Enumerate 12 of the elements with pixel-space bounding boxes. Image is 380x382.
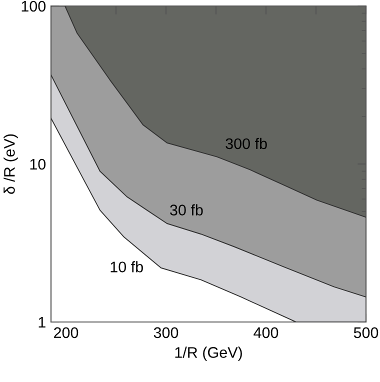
x-axis-title: 1/R (GeV): [175, 346, 242, 361]
y-tick-label: 100: [22, 0, 46, 12]
series-label: 300 fb: [226, 138, 267, 150]
x-tick-label: 400: [254, 327, 278, 338]
y-tick-label: 10: [30, 158, 46, 170]
series-label: 30 fb: [170, 204, 203, 216]
x-tick-label: 200: [54, 327, 78, 338]
y-axis-title: δ /R (eV): [4, 134, 18, 194]
series-label: 10 fb: [110, 261, 143, 272]
y-tick-label: 1: [38, 317, 46, 328]
x-tick-label: 500: [354, 327, 378, 338]
x-tick-label: 300: [154, 327, 178, 338]
